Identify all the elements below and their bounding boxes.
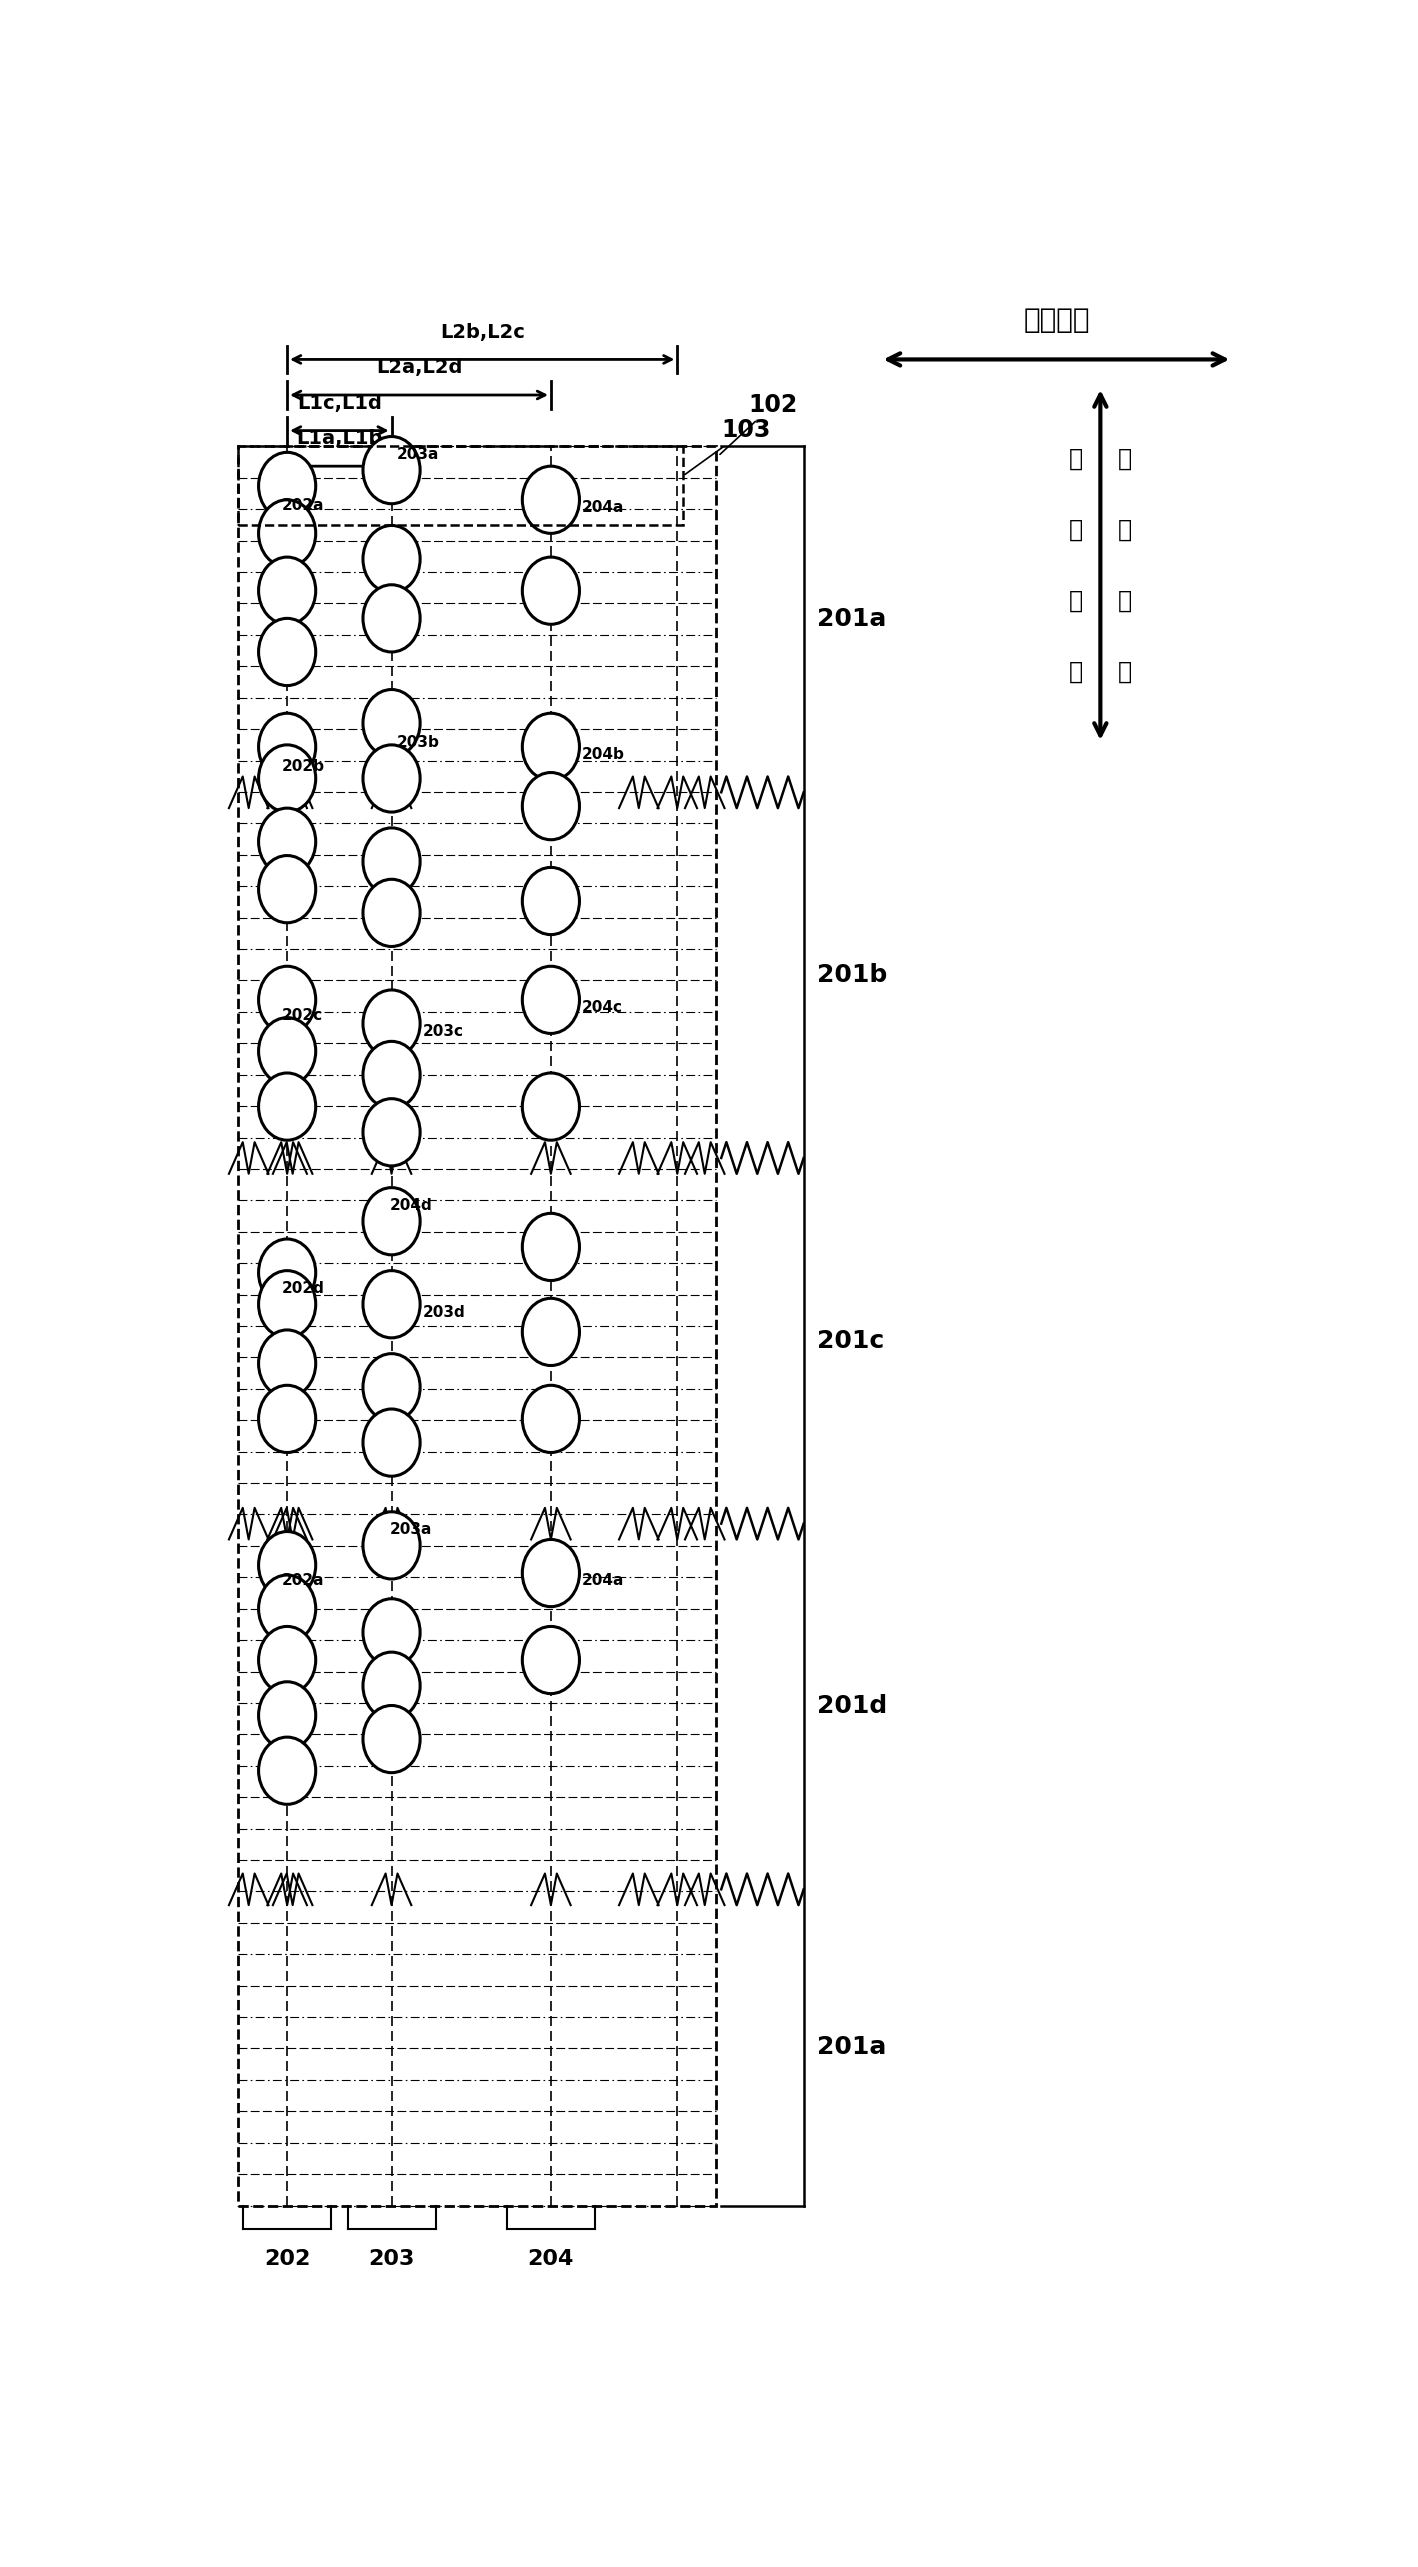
Ellipse shape xyxy=(258,557,316,624)
Text: 203a: 203a xyxy=(397,447,440,462)
Ellipse shape xyxy=(522,773,580,839)
Ellipse shape xyxy=(363,1512,420,1579)
Ellipse shape xyxy=(258,1386,316,1453)
Ellipse shape xyxy=(363,1599,420,1666)
Ellipse shape xyxy=(258,1073,316,1140)
Ellipse shape xyxy=(363,436,420,503)
Text: 203b: 203b xyxy=(397,734,440,750)
Ellipse shape xyxy=(363,1042,420,1109)
Ellipse shape xyxy=(522,868,580,934)
Text: 201a: 201a xyxy=(817,2036,886,2059)
Ellipse shape xyxy=(258,744,316,811)
Ellipse shape xyxy=(522,1540,580,1607)
Ellipse shape xyxy=(363,880,420,947)
Ellipse shape xyxy=(258,619,316,685)
Text: 204d: 204d xyxy=(390,1199,432,1214)
Ellipse shape xyxy=(522,1627,580,1694)
Text: 202b: 202b xyxy=(282,760,325,775)
Text: 204c: 204c xyxy=(581,1001,623,1017)
Ellipse shape xyxy=(363,1409,420,1476)
Text: 方: 方 xyxy=(1117,588,1132,614)
Text: 201c: 201c xyxy=(817,1330,883,1353)
Text: 202a: 202a xyxy=(282,498,325,513)
Ellipse shape xyxy=(258,501,316,567)
Text: L1a,L1b: L1a,L1b xyxy=(296,429,383,449)
Text: 光: 光 xyxy=(1069,447,1083,470)
Text: L2b,L2c: L2b,L2c xyxy=(440,323,525,341)
Text: L2a,L2d: L2a,L2d xyxy=(376,359,462,377)
Ellipse shape xyxy=(258,1017,316,1086)
Text: 光盘环向: 光盘环向 xyxy=(1024,305,1089,334)
Ellipse shape xyxy=(363,1271,420,1337)
Ellipse shape xyxy=(363,1653,420,1720)
Bar xyxy=(238,447,683,524)
Ellipse shape xyxy=(363,1189,420,1255)
Text: 202a: 202a xyxy=(282,1574,325,1589)
Ellipse shape xyxy=(363,585,420,652)
Text: 环: 环 xyxy=(1117,519,1132,542)
Text: 203d: 203d xyxy=(423,1304,465,1319)
Ellipse shape xyxy=(258,1627,316,1694)
Ellipse shape xyxy=(522,1299,580,1366)
Text: 204a: 204a xyxy=(581,1574,624,1589)
Ellipse shape xyxy=(522,557,580,624)
Ellipse shape xyxy=(258,452,316,519)
Text: 201a: 201a xyxy=(817,608,886,631)
Ellipse shape xyxy=(258,1681,316,1748)
Text: 102: 102 xyxy=(720,393,798,454)
Text: 向: 向 xyxy=(1069,660,1083,683)
Ellipse shape xyxy=(258,714,316,780)
Ellipse shape xyxy=(258,965,316,1035)
Ellipse shape xyxy=(258,1330,316,1396)
Ellipse shape xyxy=(522,965,580,1035)
Text: 外: 外 xyxy=(1117,447,1132,470)
Ellipse shape xyxy=(363,1099,420,1165)
Ellipse shape xyxy=(258,1271,316,1337)
Text: 203: 203 xyxy=(369,2249,414,2269)
Text: 204a: 204a xyxy=(581,501,624,516)
Text: 径: 径 xyxy=(1069,588,1083,614)
Text: 203a: 203a xyxy=(390,1522,431,1538)
Ellipse shape xyxy=(363,991,420,1058)
Text: 202d: 202d xyxy=(282,1281,325,1296)
Text: 204: 204 xyxy=(527,2249,574,2269)
Text: 向: 向 xyxy=(1117,660,1132,683)
Ellipse shape xyxy=(363,1704,420,1774)
Ellipse shape xyxy=(258,1240,316,1307)
Ellipse shape xyxy=(363,744,420,811)
Ellipse shape xyxy=(522,1073,580,1140)
Bar xyxy=(238,447,716,2205)
Text: 201d: 201d xyxy=(817,1694,888,1717)
Ellipse shape xyxy=(363,526,420,593)
Text: 103: 103 xyxy=(685,418,770,475)
Ellipse shape xyxy=(258,1532,316,1599)
Ellipse shape xyxy=(258,855,316,922)
Text: 202c: 202c xyxy=(282,1009,323,1024)
Ellipse shape xyxy=(363,691,420,757)
Ellipse shape xyxy=(258,1576,316,1643)
Ellipse shape xyxy=(522,467,580,534)
Ellipse shape xyxy=(363,829,420,896)
Ellipse shape xyxy=(522,714,580,780)
Text: 201b: 201b xyxy=(817,963,888,988)
Ellipse shape xyxy=(522,1214,580,1281)
Ellipse shape xyxy=(522,1386,580,1453)
Ellipse shape xyxy=(363,1353,420,1422)
Ellipse shape xyxy=(258,809,316,875)
Text: 203c: 203c xyxy=(423,1024,464,1040)
Text: L1c,L1d: L1c,L1d xyxy=(296,393,381,413)
Text: 204b: 204b xyxy=(581,747,624,762)
Text: 盘: 盘 xyxy=(1069,519,1083,542)
Ellipse shape xyxy=(258,1738,316,1805)
Text: 202: 202 xyxy=(264,2249,311,2269)
